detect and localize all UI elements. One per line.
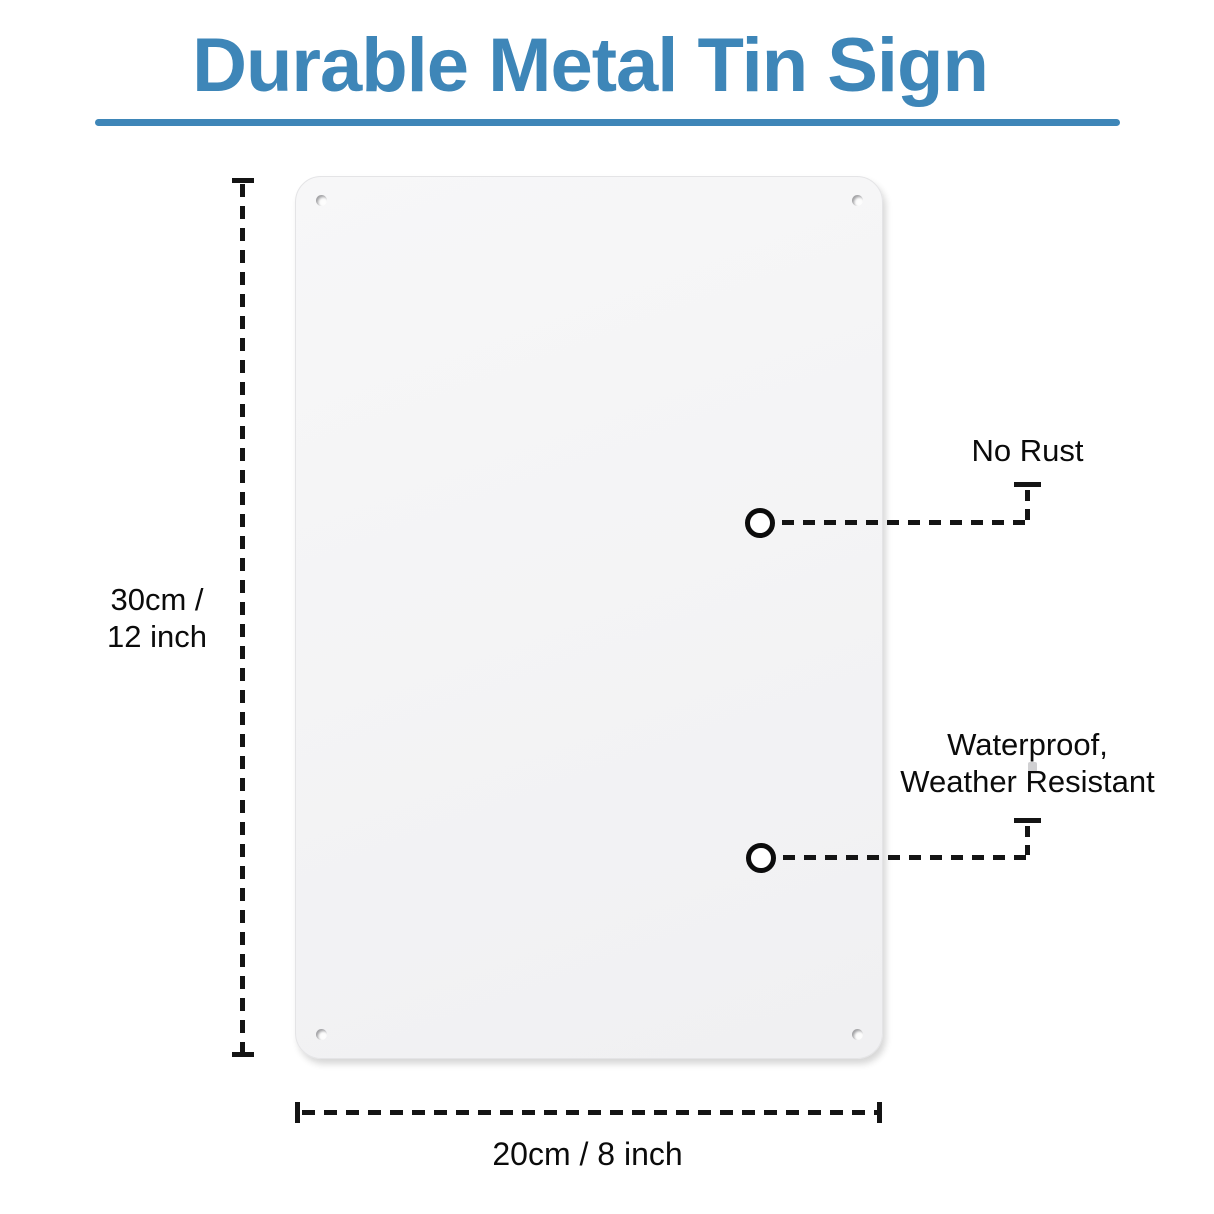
mounting-hole-bottom-right-icon xyxy=(852,1029,863,1040)
width-dimension-label: 20cm / 8 inch xyxy=(492,1136,683,1172)
title-underline xyxy=(95,119,1120,126)
width-dimension-left-cap xyxy=(295,1102,300,1123)
image-smudge-artifact xyxy=(1028,762,1037,772)
height-dimension-bottom-cap xyxy=(232,1052,254,1057)
page-title: Durable Metal Tin Sign xyxy=(192,23,989,108)
no-rust-leader-cap xyxy=(1014,482,1041,487)
mounting-hole-bottom-left-icon xyxy=(316,1029,327,1040)
waterproof-label: Waterproof, Weather Resistant xyxy=(880,726,1175,800)
width-dimension-right-cap xyxy=(877,1102,882,1123)
tin-sign-panel xyxy=(295,176,883,1059)
width-dimension-line xyxy=(302,1110,878,1115)
no-rust-leader-vertical xyxy=(1025,490,1030,522)
no-rust-leader-horizontal xyxy=(782,520,1030,525)
no-rust-label: No Rust xyxy=(971,433,1084,468)
waterproof-label-line2: Weather Resistant xyxy=(900,764,1155,799)
height-dimension-top-cap xyxy=(232,178,254,183)
height-dimension-label: 30cm / 12 inch xyxy=(82,581,232,655)
height-label-line1: 30cm / xyxy=(110,582,204,617)
height-label-line2: 12 inch xyxy=(107,619,207,654)
waterproof-callout-circle xyxy=(746,843,776,873)
waterproof-label-line1: Waterproof, xyxy=(947,727,1108,762)
waterproof-leader-vertical xyxy=(1025,826,1030,855)
height-dimension-line xyxy=(240,184,245,1052)
mounting-hole-top-right-icon xyxy=(852,195,863,206)
mounting-hole-top-left-icon xyxy=(316,195,327,206)
waterproof-leader-horizontal xyxy=(783,855,1030,860)
waterproof-leader-cap xyxy=(1014,818,1041,823)
no-rust-callout-circle xyxy=(745,508,775,538)
